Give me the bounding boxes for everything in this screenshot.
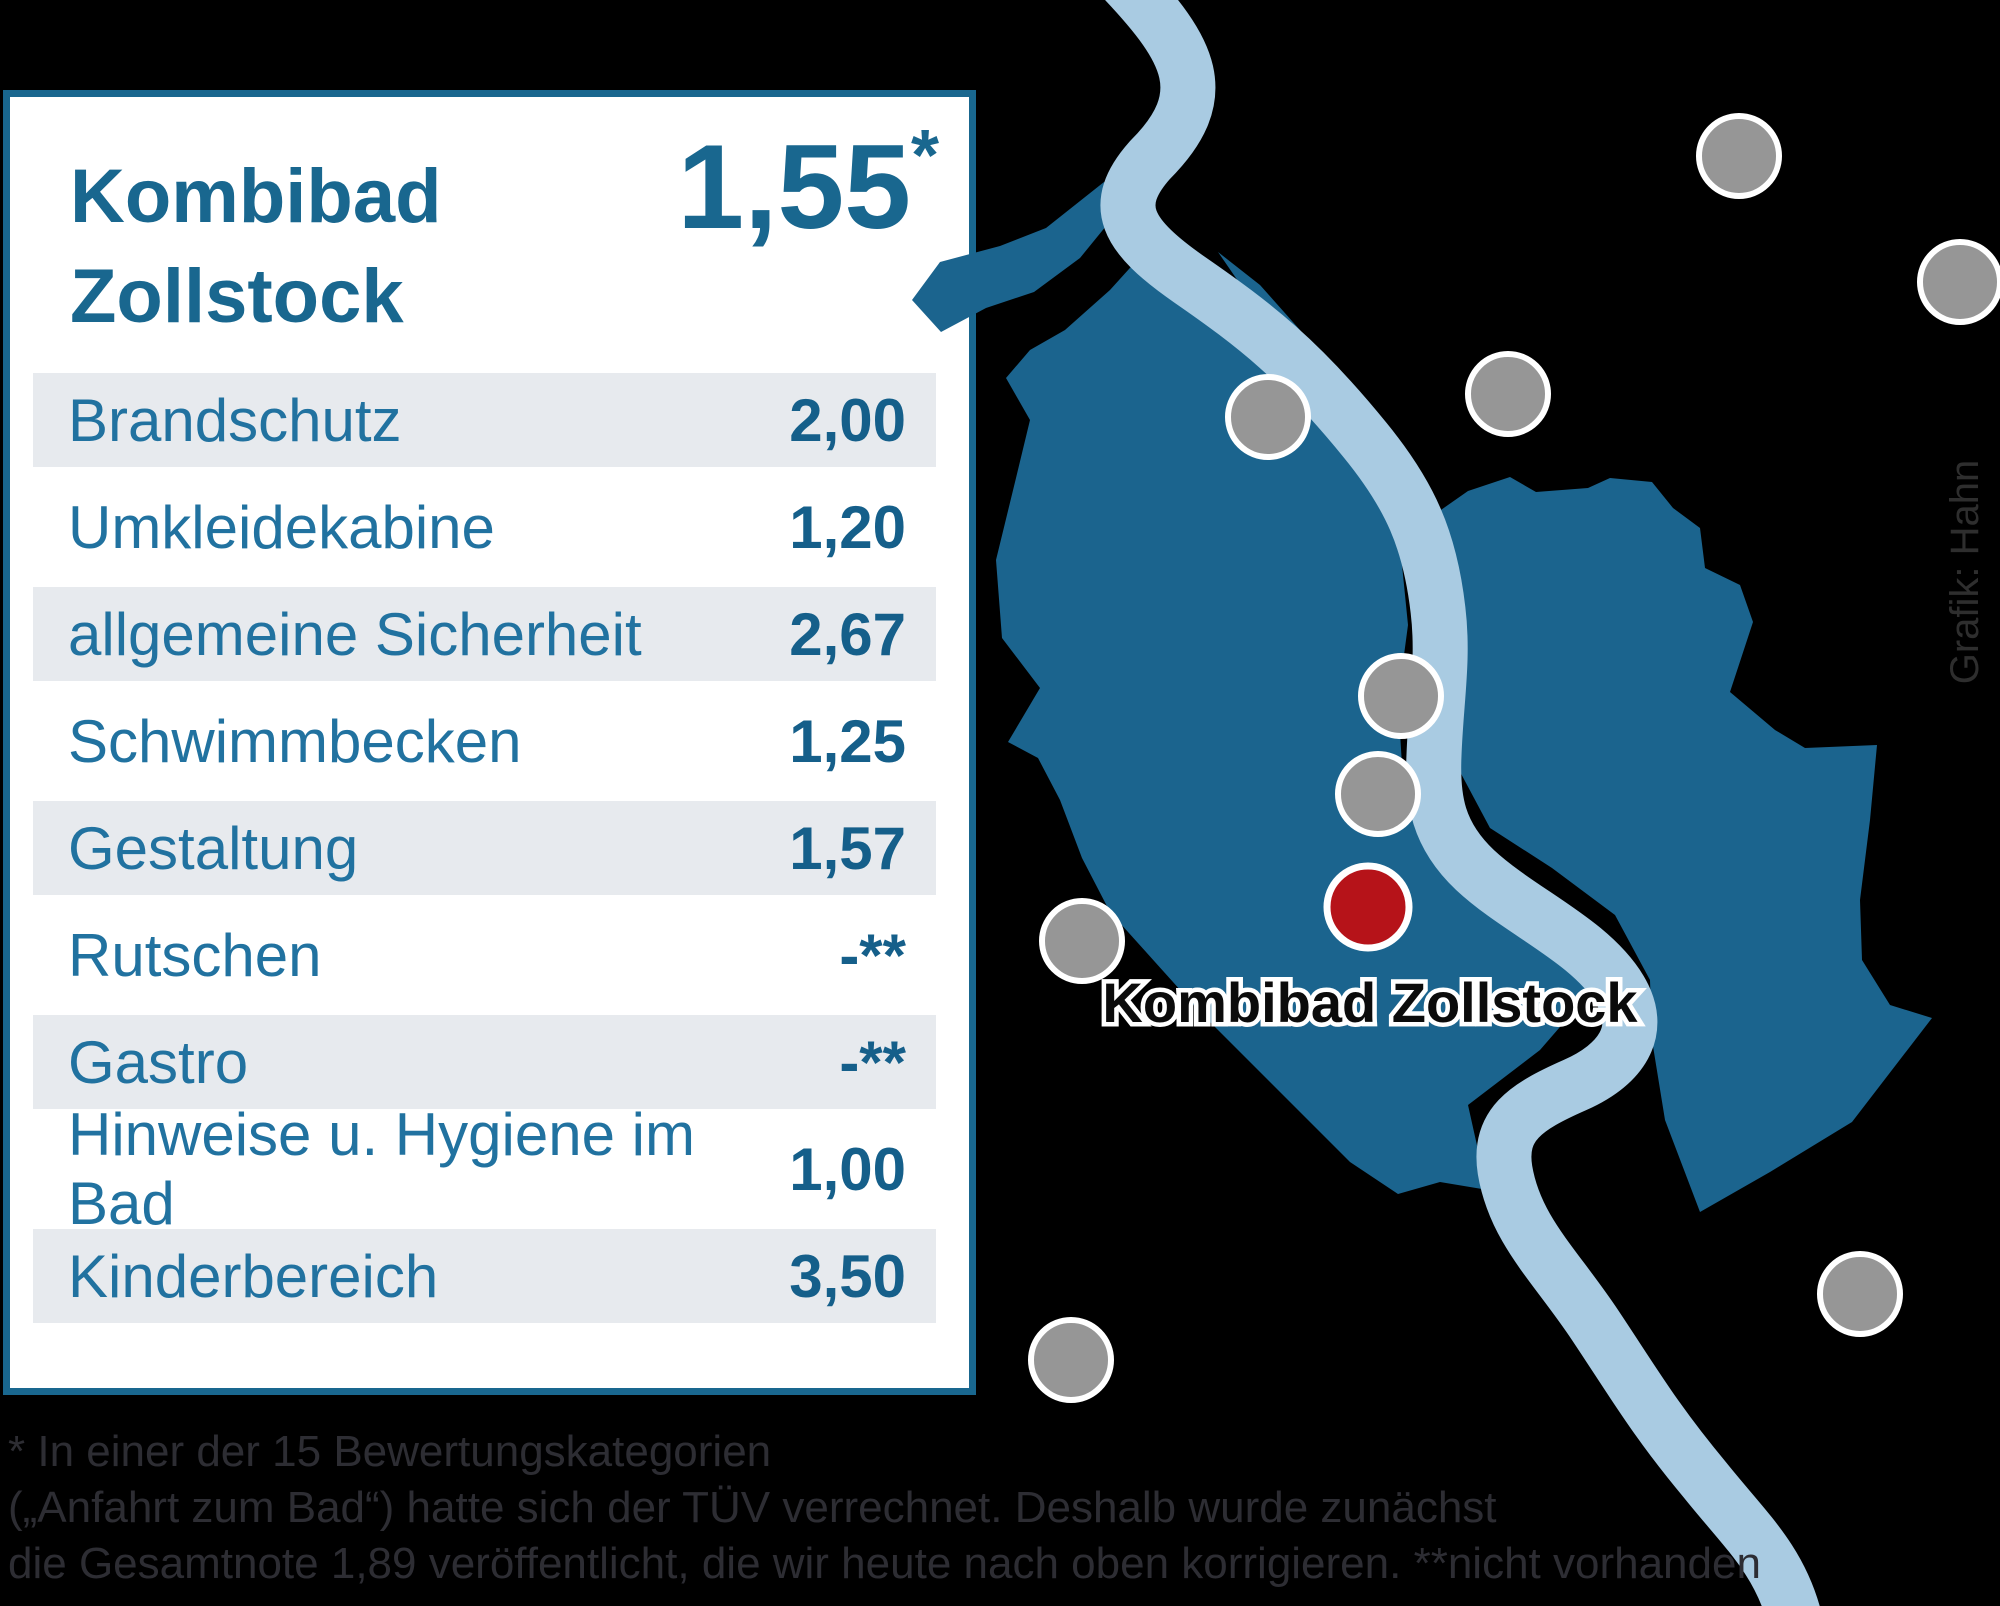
- row-value: 1,20: [789, 493, 906, 561]
- row-label: Umkleidekabine: [68, 493, 495, 561]
- graphic-credit: Grafik: Hahn: [1943, 459, 1987, 685]
- highlighted-pool-marker[interactable]: [1323, 862, 1413, 952]
- table-row: allgemeine Sicherheit 2,67: [33, 587, 936, 681]
- pool-marker[interactable]: [1696, 113, 1782, 199]
- row-value: 2,67: [789, 600, 906, 668]
- pool-title-line2: Zollstock: [70, 254, 404, 339]
- pool-marker[interactable]: [1225, 374, 1311, 460]
- footnote-line3: die Gesamtnote 1,89 veröffentlicht, die …: [8, 1539, 1761, 1588]
- rating-card: Kombibad Zollstock 1,55* Brandschutz 2,00…: [3, 90, 976, 1395]
- row-value: 3,50: [789, 1242, 906, 1310]
- row-value: 1,57: [789, 814, 906, 882]
- city-east-bank-shape: [1218, 252, 1932, 1212]
- table-row: Hinweise u. Hygiene im Bad 1,00: [33, 1101, 936, 1237]
- pool-marker[interactable]: [1465, 351, 1551, 437]
- overall-rating-value: 1,55: [677, 120, 911, 254]
- rating-table: Brandschutz 2,00 Umkleidekabine 1,20 allgeme…: [33, 373, 936, 1336]
- pool-title: Kombibad Zollstock: [70, 147, 442, 347]
- table-row: Brandschutz 2,00: [33, 373, 936, 467]
- pool-marker[interactable]: [1917, 239, 2000, 325]
- pool-marker[interactable]: [1358, 653, 1444, 739]
- rhine-river: [1100, 0, 1820, 1606]
- footnote-line2: („Anfahrt zum Bad“) hatte sich der TÜV v…: [8, 1483, 1497, 1532]
- row-label: Rutschen: [68, 921, 322, 989]
- pool-marker[interactable]: [1028, 1317, 1114, 1403]
- row-label: Gestaltung: [68, 814, 359, 882]
- footnote-line1: * In einer der 15 Bewertungskategorien: [8, 1427, 772, 1476]
- row-label: Brandschutz: [68, 386, 402, 454]
- pool-title-line1: Kombibad: [70, 154, 442, 239]
- pool-markers: [1028, 113, 2000, 1403]
- map-pool-label: Kombibad Zollstock: [1102, 971, 1638, 1034]
- table-row: Kinderbereich 3,50: [33, 1229, 936, 1323]
- row-label: allgemeine Sicherheit: [68, 600, 642, 668]
- rating-asterisk: *: [910, 116, 939, 196]
- table-row: Rutschen -**: [33, 908, 936, 1002]
- row-label: Kinderbereich: [68, 1242, 439, 1310]
- row-label: Hinweise u. Hygiene im Bad: [68, 1101, 695, 1237]
- row-value: 2,00: [789, 386, 906, 454]
- table-row: Gastro -**: [33, 1015, 936, 1109]
- pool-marker[interactable]: [1817, 1251, 1903, 1337]
- row-value: -**: [839, 921, 906, 989]
- row-value: 1,00: [789, 1135, 906, 1203]
- row-label: Gastro: [68, 1028, 249, 1096]
- row-label: Schwimmbecken: [68, 707, 522, 775]
- pool-marker[interactable]: [1039, 898, 1125, 984]
- pool-marker[interactable]: [1335, 751, 1421, 837]
- row-value: 1,25: [789, 707, 906, 775]
- footnote: * In einer der 15 Bewertungskategorien (…: [8, 1424, 1808, 1592]
- table-row: Schwimmbecken 1,25: [33, 694, 936, 788]
- row-value: -**: [839, 1028, 906, 1096]
- overall-rating: 1,55*: [677, 116, 939, 264]
- table-row: Gestaltung 1,57: [33, 801, 936, 895]
- table-row: Umkleidekabine 1,20: [33, 480, 936, 574]
